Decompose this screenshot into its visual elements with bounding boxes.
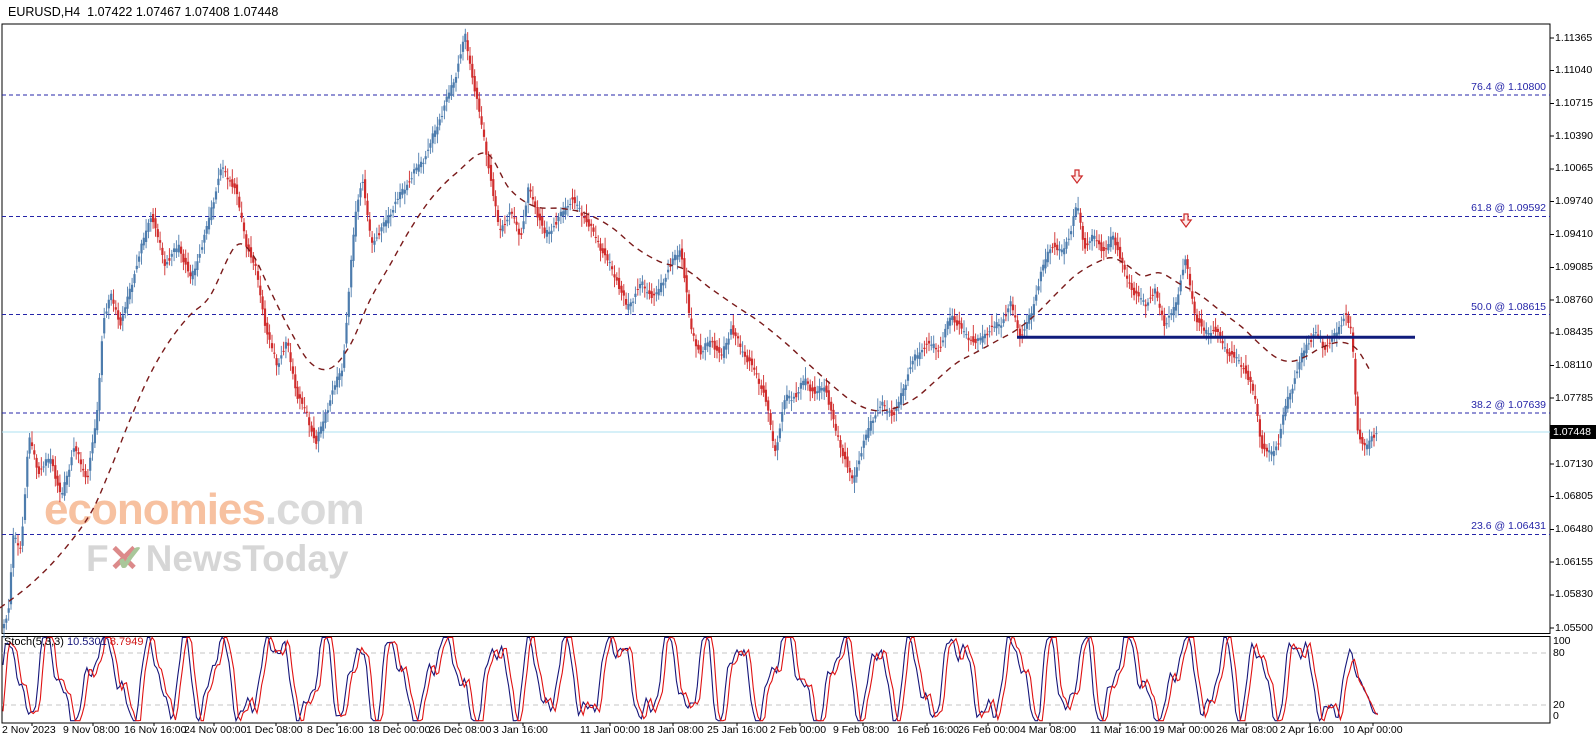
watermark-brand: economies.com — [44, 485, 365, 534]
stochastic-name: Stoch(5,3,3) — [4, 636, 64, 648]
watermark: economies.com F✕✓NewsToday — [44, 485, 365, 578]
stochastic-indicator-label: Stoch(5,3,3) 10.5301 8.7949 — [4, 636, 143, 648]
chart-title: EURUSD,H4 1.07422 1.07467 1.07408 1.0744… — [8, 5, 279, 19]
down-arrow-icon[interactable] — [1070, 169, 1084, 185]
watermark-tagline: F✕✓NewsToday — [86, 540, 364, 577]
down-candle-wicks — [17, 32, 1375, 556]
watermark-domain-text: .com — [264, 485, 365, 534]
watermark-tagline-rest: NewsToday — [145, 538, 349, 579]
watermark-check-icon: ✓ — [114, 538, 146, 579]
watermark-x-icon: ✕ — [108, 538, 140, 579]
stochastic-k-value: 10.5301 — [66, 636, 107, 648]
down-candle-bodies — [16, 40, 1376, 549]
stochastic-main-line — [2, 636, 1378, 723]
down-arrow-icon[interactable] — [1179, 213, 1193, 229]
moving-average-line — [0, 152, 1371, 609]
watermark-tagline-f: F — [86, 538, 109, 579]
up-candle-wicks — [3, 28, 1377, 639]
watermark-brand-text: economies — [44, 485, 266, 534]
stochastic-d-value: 8.7949 — [109, 636, 144, 648]
up-candle-bodies — [2, 33, 1378, 629]
stochastic-signal-line — [2, 636, 1379, 722]
current-price-badge: 1.07448 — [1550, 425, 1596, 439]
